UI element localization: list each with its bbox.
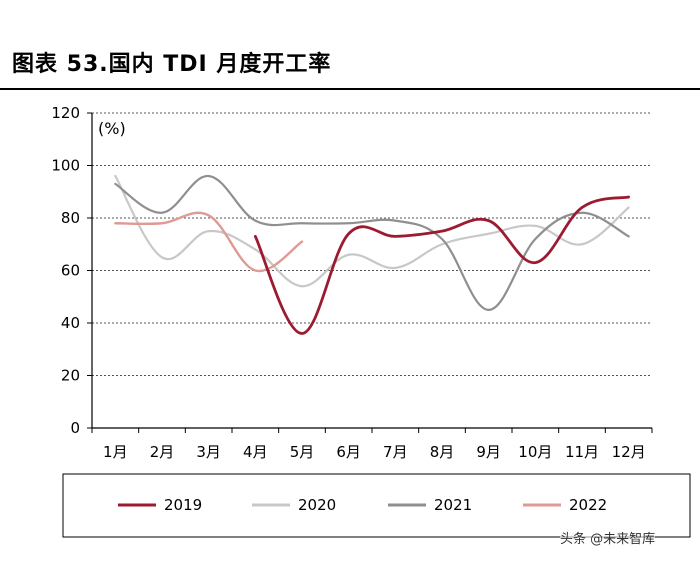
gridlines: [92, 112, 652, 376]
legend-box: [62, 473, 691, 538]
series-line-2020: [114, 174, 630, 288]
x-tick-label: 2月: [150, 443, 175, 461]
x-tick-label: 9月: [476, 443, 501, 461]
y-tick-label: 0: [70, 419, 80, 437]
y-tick-label: 40: [61, 314, 80, 332]
y-tick-label: 20: [61, 367, 80, 385]
x-tick-label: 4月: [243, 443, 268, 461]
x-tick-label: 7月: [383, 443, 408, 461]
x-tick-label: 12月: [612, 443, 646, 461]
watermark: 头条 @未来智库: [560, 528, 656, 547]
y-tick-label: 120: [51, 104, 80, 122]
series-line-2019: [253, 195, 631, 335]
y-tick-label: 60: [61, 262, 80, 280]
series-line-2022: [114, 211, 304, 273]
legend-label-2019: 2019: [164, 496, 202, 514]
series-line-2021: [114, 174, 630, 311]
legend-label-2020: 2020: [298, 496, 336, 514]
y-axis-label: (%): [98, 119, 126, 138]
x-tick-label: 5月: [290, 443, 315, 461]
y-tick-label: 80: [61, 209, 80, 227]
x-tick-label: 6月: [336, 443, 361, 461]
x-tick-label: 3月: [196, 443, 221, 461]
x-tick-label: 1月: [103, 443, 128, 461]
y-tick-label: 100: [51, 157, 80, 175]
x-tick-label: 8月: [430, 443, 455, 461]
x-tick-label: 11月: [565, 443, 599, 461]
legend: 2019 2020 2021 2022: [62, 473, 691, 538]
x-tick-label: 10月: [518, 443, 552, 461]
legend-label-2021: 2021: [434, 496, 472, 514]
series-lines: [114, 174, 631, 335]
title-divider: [0, 88, 700, 90]
legend-label-2022: 2022: [569, 496, 607, 514]
chart-title: 图表 53.国内 TDI 月度开工率: [12, 52, 332, 77]
axes: 0 20 40 60 80 100 120 (%) 1月 2月 3月 4月 5月 6月 7月 8月 9月 10月 1…: [51, 104, 653, 461]
